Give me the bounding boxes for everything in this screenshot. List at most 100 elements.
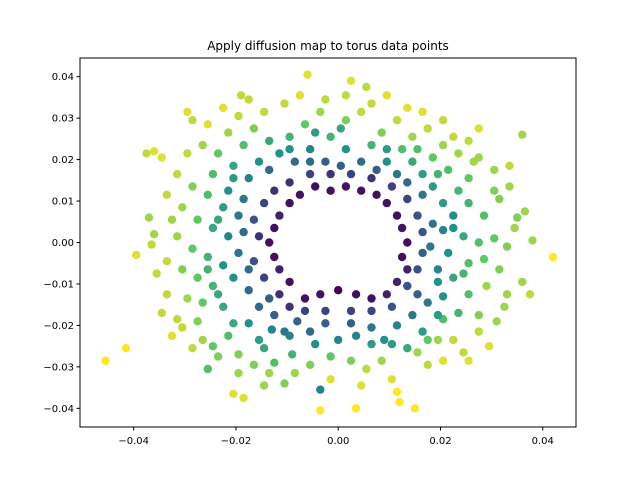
scatter-point	[188, 182, 197, 191]
scatter-point	[288, 350, 297, 359]
scatter-point	[548, 252, 558, 262]
scatter-point	[280, 379, 289, 388]
scatter-point	[341, 145, 351, 154]
scatter-point	[403, 238, 412, 247]
y-axis: −0.04 −0.03 −0.02 −0.01 0.00 0.01 0.02 0.03 0.04	[43, 72, 80, 415]
scatter-point	[259, 381, 269, 390]
scatter-point	[428, 182, 437, 191]
scatter-point	[341, 182, 351, 191]
scatter-point	[454, 186, 463, 195]
scatter-point	[234, 350, 243, 359]
scatter-point	[213, 290, 223, 299]
scatter-point	[249, 215, 259, 224]
scatter-point	[495, 194, 504, 204]
scatter-point	[239, 393, 248, 403]
scatter-point	[459, 269, 468, 278]
scatter-point	[305, 145, 315, 154]
x-tick-label: −0.02	[221, 436, 252, 447]
scatter-point	[183, 294, 192, 303]
scatter-point	[380, 335, 389, 345]
scatter-point	[203, 265, 212, 274]
scatter-point	[474, 238, 483, 247]
scatter-point	[418, 227, 427, 237]
scatter-point	[300, 120, 310, 129]
scatter-point	[229, 273, 238, 282]
scatter-point	[213, 149, 223, 158]
scatter-point	[198, 298, 207, 307]
scatter-point	[444, 248, 453, 258]
y-tick-label: −0.04	[43, 404, 74, 415]
points-layer	[101, 70, 558, 415]
scatter-point	[259, 273, 269, 282]
scatter-point	[208, 169, 218, 179]
scatter-point	[528, 236, 537, 245]
scatter-point	[357, 186, 366, 195]
scatter-point	[392, 277, 402, 287]
scatter-point	[341, 116, 351, 125]
scatter-point	[275, 149, 284, 158]
scatter-point	[280, 99, 289, 108]
scatter-point	[433, 310, 443, 320]
scatter-point	[167, 215, 177, 224]
y-tick-label: −0.02	[43, 321, 74, 332]
scatter-point	[203, 120, 212, 129]
scatter-point	[423, 360, 432, 369]
scatter-point	[213, 352, 223, 361]
scatter-point	[433, 277, 443, 287]
x-axis: −0.04 −0.02 0.00 0.02 0.04	[118, 427, 554, 447]
scatter-point	[178, 203, 187, 212]
scatter-point	[341, 91, 351, 100]
scatter-point	[397, 145, 407, 154]
scatter-point	[438, 116, 448, 125]
scatter-point	[397, 223, 407, 233]
scatter-point	[336, 161, 345, 170]
scatter-point	[275, 265, 284, 274]
scatter-point	[418, 169, 427, 179]
scatter-point	[234, 248, 243, 258]
scatter-point	[316, 385, 325, 394]
scatter-point	[239, 140, 248, 150]
scatter-point	[403, 281, 412, 291]
scatter-point	[351, 331, 361, 340]
scatter-point	[326, 375, 335, 384]
scatter-point	[464, 259, 473, 268]
scatter-point	[433, 169, 443, 179]
scatter-point	[183, 107, 192, 117]
scatter-point	[265, 368, 274, 378]
scatter-point	[387, 182, 397, 191]
scatter-point	[510, 223, 519, 233]
scatter-point	[423, 335, 432, 345]
scatter-point	[173, 232, 182, 241]
scatter-point	[244, 95, 253, 104]
scatter-point	[336, 124, 345, 133]
scatter-point	[326, 352, 335, 361]
scatter-point	[518, 130, 527, 139]
scatter-point	[464, 174, 473, 183]
scatter-point	[377, 356, 386, 365]
scatter-point	[249, 257, 259, 266]
scatter-point	[423, 124, 432, 133]
scatter-point	[239, 194, 248, 204]
scatter-point	[270, 186, 279, 195]
scatter-point	[444, 165, 453, 175]
scatter-point	[149, 147, 159, 156]
scatter-point	[357, 107, 366, 117]
scatter-point	[270, 358, 279, 367]
scatter-point	[367, 294, 376, 303]
x-tick-label: 0.02	[429, 436, 451, 447]
scatter-point	[285, 277, 294, 287]
scatter-point	[198, 140, 207, 150]
scatter-point	[505, 161, 514, 170]
scatter-point	[474, 327, 483, 336]
scatter-point	[321, 95, 330, 104]
scatter-point	[464, 290, 473, 299]
scatter-point	[410, 404, 420, 413]
scatter-point	[213, 215, 223, 224]
scatter-point	[267, 325, 276, 334]
scatter-point	[403, 265, 412, 274]
scatter-point	[449, 132, 458, 141]
scatter-point	[303, 70, 312, 79]
scatter-point	[316, 406, 325, 415]
scatter-point	[438, 225, 448, 235]
scatter-point	[254, 335, 264, 345]
